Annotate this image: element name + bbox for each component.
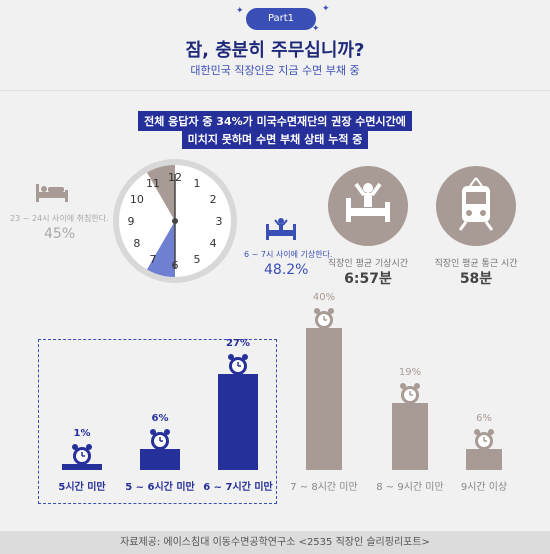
wake-value: 48.2% bbox=[264, 262, 309, 278]
star-icon: ✦ bbox=[312, 24, 320, 34]
source-footer: 자료제공: 에이스침대 이동수면공학연구소 <2535 직장인 슬리핑리포트> bbox=[0, 531, 550, 554]
bar-value-label: 40% bbox=[312, 292, 336, 303]
bedtime-label: 23 ~ 24시 사이에 취침한다. bbox=[10, 214, 109, 223]
page-title: 잠, 충분히 주무십니까? bbox=[185, 40, 365, 61]
clock: 121234567891011 bbox=[113, 159, 237, 283]
bar-value-label: 6% bbox=[476, 412, 492, 424]
wake-time-value: 6:57분 bbox=[344, 271, 392, 287]
clock-number: 5 bbox=[194, 253, 201, 266]
star-icon: ✦ bbox=[236, 6, 244, 16]
divider bbox=[0, 90, 550, 91]
bar bbox=[306, 328, 342, 470]
bar bbox=[62, 464, 102, 470]
clock-number: 10 bbox=[130, 193, 144, 206]
bar-value-label: 6% bbox=[151, 412, 169, 424]
wake-wedge bbox=[147, 221, 175, 277]
highlight-line-2: 미치지 못하며 수면 부채 상태 누적 중 bbox=[0, 128, 550, 149]
commute-circle bbox=[436, 166, 516, 246]
wake-up-icon bbox=[346, 182, 390, 222]
bar-value-label: 19% bbox=[398, 366, 422, 378]
clock-number: 7 bbox=[150, 253, 157, 266]
alarm-clock-icon bbox=[398, 381, 422, 409]
wake-up-icon bbox=[266, 218, 296, 240]
bar bbox=[466, 448, 502, 470]
alarm-clock-icon bbox=[148, 427, 172, 455]
highlight-line-1: 전체 응답자 중 34%가 미국수면재단의 권장 수면시간에 bbox=[0, 110, 550, 131]
bed-icon bbox=[36, 184, 68, 202]
wake-time-label: 직장인 평균 기상시간 bbox=[327, 259, 409, 269]
bar-value-label: 1% bbox=[73, 428, 91, 439]
commute-value: 58분 bbox=[459, 271, 493, 287]
bar-category-label: 8 ~ 9시간 미만 bbox=[376, 482, 444, 493]
bar bbox=[218, 374, 258, 470]
bar-category-label: 6 ~ 7시간 미만 bbox=[203, 482, 273, 493]
alarm-clock-icon bbox=[312, 306, 336, 334]
bar bbox=[392, 402, 428, 470]
alarm-clock-icon bbox=[70, 442, 94, 470]
part-badge: Part1 bbox=[246, 8, 316, 30]
alarm-clock-icon bbox=[472, 427, 496, 455]
bar-category-label: 7 ~ 8시간 미만 bbox=[290, 482, 358, 493]
train-icon bbox=[458, 177, 494, 231]
wake-label: 6 ~ 7시 사이에 기상한다. bbox=[244, 250, 333, 259]
clock-number: 2 bbox=[210, 193, 217, 206]
bar-category-label: 9시간 이상 bbox=[460, 482, 508, 493]
clock-number: 9 bbox=[128, 215, 135, 228]
bedtime-wedge bbox=[147, 165, 175, 221]
bar bbox=[140, 448, 180, 470]
star-icon: ✦ bbox=[322, 4, 330, 14]
clock-number: 4 bbox=[210, 237, 217, 250]
clock-number: 8 bbox=[133, 237, 140, 250]
commute-label: 직장인 평균 통근 시간 bbox=[434, 259, 518, 269]
alarm-clock-icon bbox=[226, 352, 250, 380]
bar-category-label: 5시간 미만 bbox=[58, 482, 106, 493]
bar-category-label: 5 ~ 6시간 미만 bbox=[125, 482, 195, 493]
page-subtitle: 대한민국 직장인은 지금 수면 부채 중 bbox=[190, 64, 360, 77]
bar-value-label: 27% bbox=[226, 338, 250, 350]
clock-number: 1 bbox=[194, 177, 201, 190]
clock-number: 11 bbox=[146, 177, 160, 190]
highlight-box bbox=[38, 339, 277, 504]
clock-center bbox=[172, 218, 178, 224]
wake-time-circle bbox=[328, 166, 408, 246]
bedtime-value: 45% bbox=[44, 226, 76, 242]
clock-number: 3 bbox=[216, 215, 223, 228]
